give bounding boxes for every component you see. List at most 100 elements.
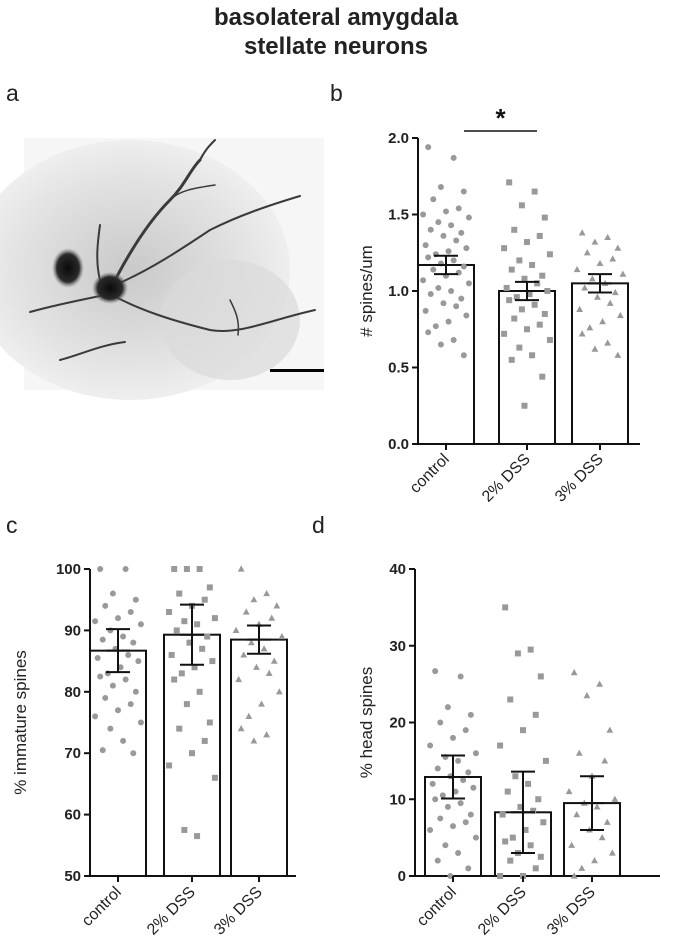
category-label: 3% DSS [211, 884, 266, 939]
y-axis-title: % immature spines [11, 650, 30, 795]
chart-c-immature-spines: 50 60 70 80 90 100 % immature spines control 2% … [11, 561, 296, 939]
y-axis-title: % head spines [357, 667, 376, 779]
data-point [616, 311, 624, 319]
data-point [537, 853, 544, 860]
data-point [509, 834, 516, 841]
data-point [183, 701, 190, 708]
data-point [181, 826, 188, 833]
data-point [534, 280, 541, 287]
y-tick-label: 0.0 [388, 436, 409, 453]
data-point [268, 614, 276, 621]
data-point [507, 696, 514, 703]
category-label: 2% DSS [479, 451, 534, 506]
data-point [171, 566, 178, 572]
data-point [546, 251, 553, 258]
data-point [518, 306, 525, 313]
data-point [450, 734, 456, 741]
data-point [465, 214, 472, 221]
data-point [237, 725, 245, 732]
data-point [201, 737, 208, 744]
data-point [570, 669, 578, 676]
data-point [457, 673, 464, 680]
category-label: control [407, 451, 453, 497]
data-point [199, 645, 206, 652]
panel-letter-c: c [6, 512, 18, 538]
data-point [253, 663, 260, 670]
data-point [531, 301, 538, 308]
data-point [99, 636, 106, 643]
data-point [171, 676, 178, 683]
data-point [176, 590, 183, 597]
data-point [434, 765, 441, 772]
data-point [448, 288, 455, 294]
data-point [462, 727, 469, 734]
data-point [608, 849, 616, 856]
data-point [472, 750, 479, 757]
y-tick-label: 100 [56, 561, 81, 578]
data-point [526, 291, 533, 298]
data-point [514, 650, 521, 657]
data-point [429, 780, 436, 787]
data-point [541, 310, 548, 317]
data-point [258, 700, 265, 707]
data-point [517, 803, 524, 810]
data-point [513, 294, 520, 301]
data-point [516, 344, 523, 351]
data-point [465, 769, 472, 776]
data-point [450, 336, 457, 343]
data-point [420, 211, 427, 218]
data-point [522, 826, 529, 833]
data-point [593, 803, 601, 810]
data-point [176, 725, 183, 732]
data-point [530, 807, 537, 814]
data-point [601, 757, 609, 764]
data-point [168, 651, 175, 658]
data-point [536, 321, 543, 328]
data-point [439, 792, 446, 799]
data-point [270, 657, 278, 664]
data-point [425, 144, 432, 151]
data-point [122, 676, 129, 683]
data-point [263, 589, 271, 597]
data-point [501, 330, 508, 337]
data-point [531, 188, 538, 195]
data-point [537, 673, 544, 680]
data-point [130, 639, 137, 646]
data-point [432, 668, 439, 675]
data-point [460, 777, 467, 784]
data-point [186, 639, 193, 646]
data-point [525, 780, 532, 787]
data-point [120, 633, 127, 640]
data-point [588, 275, 596, 282]
y-tick-label: 1.0 [388, 283, 409, 300]
data-point [191, 664, 198, 671]
data-point [427, 742, 434, 749]
data-point [499, 811, 506, 818]
data-point [166, 762, 173, 769]
data-point [442, 842, 449, 849]
data-point [583, 249, 591, 256]
data-point [467, 811, 474, 818]
data-point [92, 713, 99, 720]
data-point [247, 639, 255, 646]
data-point [524, 239, 530, 246]
data-point [472, 834, 479, 841]
chart-d-head-spines: 0 10 20 30 40 % head spines control 2% DSS 3% DS… [357, 561, 660, 939]
data-point [540, 819, 547, 826]
data-point [596, 680, 604, 687]
data-point [529, 352, 536, 359]
data-point [518, 202, 525, 209]
bar [230, 638, 288, 877]
category-label: 2% DSS [475, 884, 530, 939]
data-point [132, 596, 139, 603]
data-point [539, 272, 546, 279]
data-point [458, 229, 465, 236]
data-point [201, 596, 208, 603]
panel-letter-b: b [330, 80, 343, 106]
data-point [520, 727, 526, 734]
data-point [544, 288, 551, 294]
data-point [437, 719, 444, 726]
data-point [611, 795, 619, 802]
data-point [611, 288, 619, 296]
